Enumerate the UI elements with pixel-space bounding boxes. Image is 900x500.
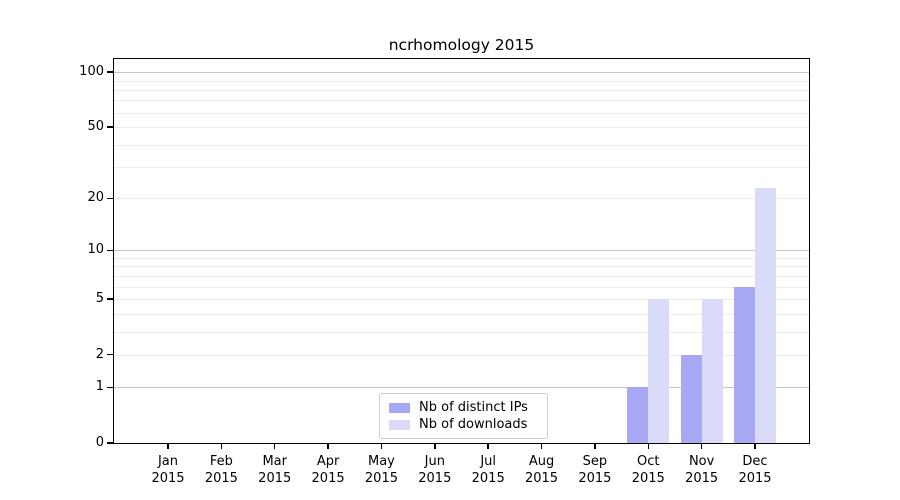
y-gridline-minor <box>114 354 809 356</box>
y-tick <box>107 354 113 356</box>
x-tick <box>434 444 436 449</box>
bar-distinct-ips <box>734 287 755 443</box>
x-tick-label: Jul 2015 <box>471 454 505 486</box>
x-tick <box>220 444 223 449</box>
y-gridline-minor <box>114 166 809 168</box>
y-gridline-major <box>114 386 809 388</box>
legend-swatch-distinct-ips <box>389 402 410 413</box>
x-tick <box>167 444 169 449</box>
y-tick-label: 20 <box>87 190 104 206</box>
y-tick-label: 10 <box>87 242 104 258</box>
x-tick-label: Jun 2015 <box>418 454 452 486</box>
x-tick <box>594 444 596 449</box>
y-gridline-minor <box>114 112 809 114</box>
y-gridline-minor <box>114 126 809 128</box>
y-gridline-minor <box>114 286 809 288</box>
legend-swatch-downloads <box>389 419 410 430</box>
x-tick-label: Nov 2015 <box>685 454 719 486</box>
y-tick-label: 0 <box>95 435 104 450</box>
x-tick <box>380 444 383 449</box>
y-gridline-minor <box>114 89 809 91</box>
legend-entry-downloads: Nb of downloads <box>389 417 538 432</box>
y-tick-label: 50 <box>87 119 104 135</box>
x-tick-label: May 2015 <box>364 454 398 486</box>
bar-downloads <box>755 188 776 443</box>
y-tick <box>107 442 113 444</box>
y-gridline-minor <box>114 313 809 315</box>
x-tick-label: Mar 2015 <box>258 454 292 486</box>
y-tick-label: 1 <box>95 379 104 395</box>
y-gridline-major <box>114 249 809 251</box>
y-tick-label: 100 <box>79 64 104 80</box>
plot-area: Nb of distinct IPs Nb of downloads 0 1 2 5 1… <box>79 58 810 486</box>
y-gridline-minor <box>114 298 809 300</box>
x-tick <box>647 444 649 449</box>
x-tick-label: Oct 2015 <box>631 454 665 486</box>
y-gridline-minor <box>114 331 809 333</box>
x-tick-label: Aug 2015 <box>524 454 559 486</box>
y-gridline-minor <box>114 99 809 101</box>
x-tick <box>754 444 756 449</box>
x-tick-label: Dec 2015 <box>738 454 772 486</box>
legend: Nb of distinct IPs Nb of downloads <box>379 393 548 439</box>
y-gridline-minor <box>114 275 809 277</box>
y-tick-label: 5 <box>95 291 104 307</box>
x-tick <box>327 444 329 449</box>
bar-distinct-ips <box>627 387 648 443</box>
legend-label-distinct-ips: Nb of distinct IPs <box>419 400 528 415</box>
bar-downloads <box>702 299 723 443</box>
y-gridline-minor <box>114 257 809 259</box>
y-tick <box>107 249 113 252</box>
bar-downloads <box>648 299 669 443</box>
x-tick <box>700 444 703 449</box>
x-tick <box>274 444 276 449</box>
y-gridline-minor <box>114 80 809 82</box>
y-gridline-minor <box>114 144 809 146</box>
x-tick-label: Jan 2015 <box>151 454 185 486</box>
y-tick <box>107 197 113 200</box>
y-tick <box>107 386 113 388</box>
y-tick <box>107 298 113 300</box>
legend-label-downloads: Nb of downloads <box>419 417 528 432</box>
x-tick <box>540 444 543 449</box>
x-tick <box>487 444 489 449</box>
x-tick-label: Feb 2015 <box>204 454 238 486</box>
y-tick <box>107 126 113 128</box>
chart-title: ncrhomology 2015 <box>388 36 535 54</box>
y-tick <box>107 71 113 73</box>
x-tick-label: Sep 2015 <box>578 454 612 486</box>
x-tick-label: Apr 2015 <box>311 454 345 486</box>
legend-entry-distinct-ips: Nb of distinct IPs <box>389 400 538 415</box>
y-gridline-major <box>114 71 809 73</box>
bar-distinct-ips <box>681 355 702 443</box>
y-gridline-minor <box>114 197 809 199</box>
y-gridline-minor <box>114 265 809 267</box>
y-tick-label: 2 <box>95 346 104 362</box>
